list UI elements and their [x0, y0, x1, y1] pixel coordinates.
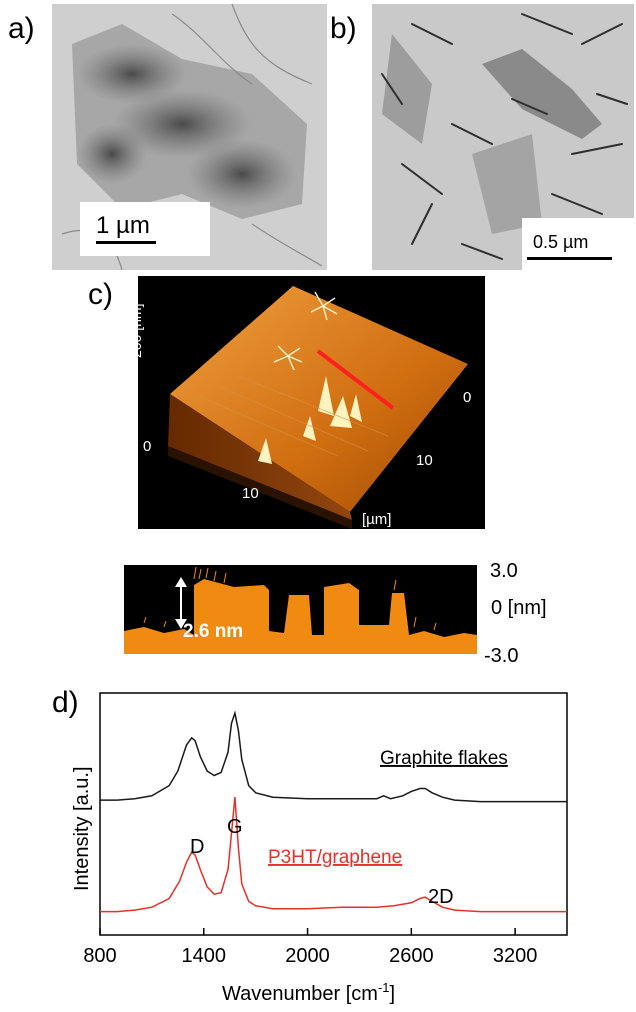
x-tick-label: 800 — [83, 945, 116, 967]
annotation-g: G — [227, 816, 243, 838]
x-tick-label: 2000 — [285, 945, 330, 967]
raman-chart: 800 1400 2000 2600 3200 Graphite flakes P3HT… — [0, 670, 636, 1007]
x-axis-label-end: ] — [390, 983, 396, 1005]
x-axis-label-sup: -1 — [378, 980, 390, 995]
afm-tick-10-left: 10 — [242, 485, 259, 502]
x-axis-label: Wavenumber [cm-1] — [222, 980, 395, 1005]
x-tick-label: 3200 — [493, 945, 538, 967]
scale-bar-label-b: 0.5 µm — [533, 232, 589, 252]
panel-d-label: d) — [52, 686, 79, 719]
series-line-0 — [100, 710, 567, 803]
profile-mid-label: 0 [nm] — [491, 597, 547, 619]
series-line-1 — [100, 796, 567, 913]
z-axis-label: 200 [nm] — [128, 303, 144, 358]
tem-image-a — [52, 3, 327, 271]
profile-bottom-label: -3.0 — [484, 645, 519, 667]
x-tick-label: 2600 — [389, 945, 434, 967]
panel-a-label: a) — [8, 12, 35, 45]
scale-bar-a — [96, 241, 156, 244]
y-axis-label: Intensity [a.u.] — [71, 766, 93, 891]
x-axis-label-main: Wavenumber [cm — [222, 983, 378, 1005]
afm-xy-unit: [µm] — [362, 511, 392, 528]
tem-image-b — [372, 4, 634, 270]
panel-c-label: c) — [88, 278, 113, 311]
afm-tick-0-right: 0 — [463, 389, 472, 406]
series-label-p3ht: P3HT/graphene — [268, 847, 402, 868]
profile-top-label: 3.0 — [490, 560, 518, 582]
scale-bar-label-a: 1 µm — [96, 212, 150, 239]
panel-b-label: b) — [330, 12, 357, 45]
profile-step-label: 2.6 nm — [183, 621, 244, 642]
series-label-graphite: Graphite flakes — [380, 748, 508, 769]
height-profile — [124, 565, 477, 654]
annotation-d: D — [190, 836, 204, 858]
afm-3d-image — [138, 276, 485, 529]
x-tick-label: 1400 — [182, 945, 227, 967]
scale-bar-b — [527, 257, 612, 260]
plot-frame — [99, 692, 568, 936]
afm-tick-0-left: 0 — [143, 438, 152, 455]
annotation-2d: 2D — [428, 886, 454, 908]
afm-tick-10-right: 10 — [416, 452, 433, 469]
